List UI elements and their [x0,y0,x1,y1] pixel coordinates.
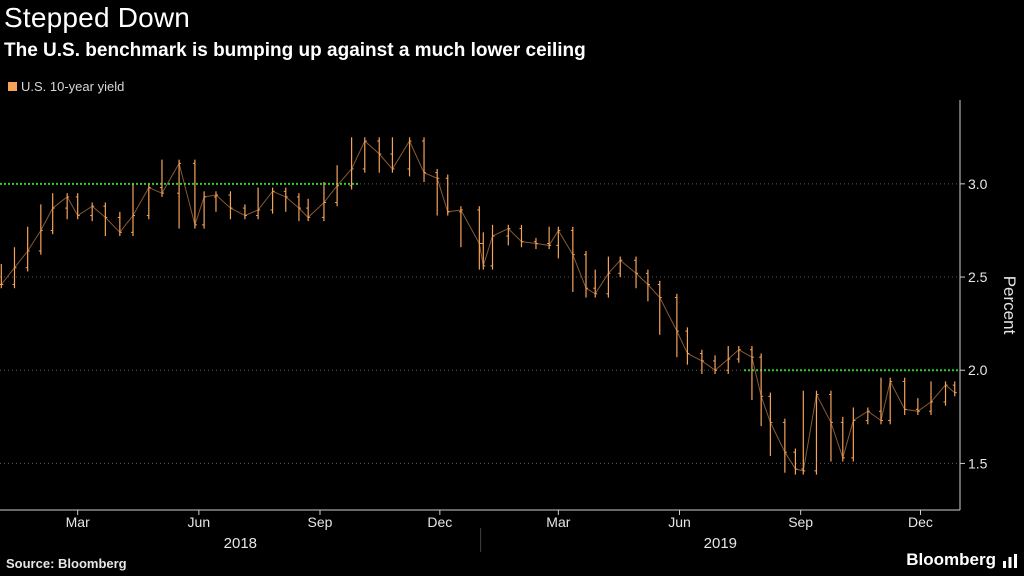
bar-chart-icon [1003,554,1017,568]
x-tick-label: Sep [788,514,813,530]
year-label: 2019 [704,535,737,552]
legend-swatch [8,82,17,91]
x-tick-label: Dec [908,514,933,530]
y-tick-label: 1.5 [968,455,988,471]
y-tick-label: 2.0 [968,362,988,378]
y-tick-label: 2.5 [968,269,988,285]
year-label: 2018 [224,535,257,552]
brand-wordmark: Bloomberg [906,550,996,569]
chart-subtitle: The U.S. benchmark is bumping up against… [4,40,586,61]
x-tick-label: Jun [188,514,211,530]
x-tick-label: Sep [308,514,333,530]
source-note: Source: Bloomberg [6,556,127,571]
legend-label: U.S. 10-year yield [21,79,125,94]
x-tick-label: Dec [427,514,452,530]
y-tick-label: 3.0 [968,176,988,192]
x-tick-label: Mar [546,514,570,530]
x-tick-label: Jun [668,514,691,530]
series-line [0,139,956,472]
y-axis-label: Percent [1000,276,1019,335]
x-tick-label: Mar [66,514,90,530]
chart-title: Stepped Down [4,2,191,33]
legend: U.S. 10-year yield [8,79,124,94]
